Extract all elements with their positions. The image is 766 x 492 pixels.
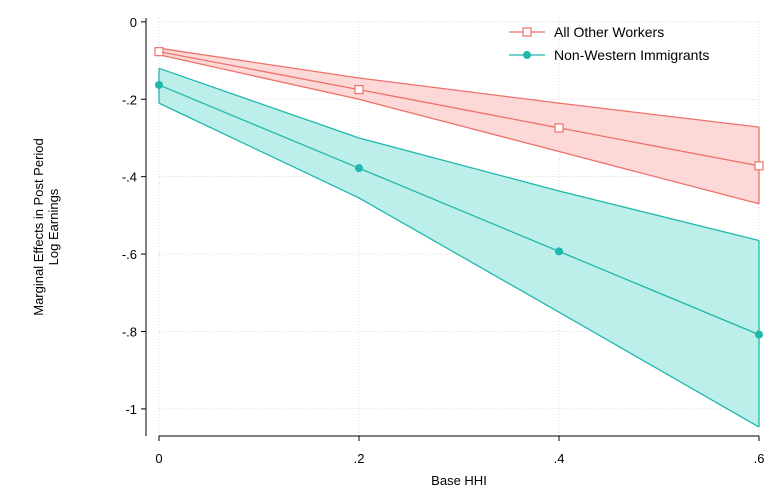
legend-label-non-western-immigrants: Non-Western Immigrants	[554, 47, 709, 63]
legend-marker-all-other-workers	[522, 27, 532, 37]
series-markers	[154, 47, 764, 339]
x-tick-label: .2	[354, 451, 365, 466]
ci-lower-line-non-western-immigrants	[158, 102, 760, 428]
y-tick-label: -.6	[122, 247, 137, 262]
y-axis-title-line-1: Marginal Effects in Post Period	[31, 138, 46, 316]
ci-band-non-western-immigrants	[159, 68, 759, 428]
x-tick-label: .4	[554, 451, 565, 466]
series-line-non-western-immigrants	[158, 84, 760, 336]
y-tick-label: -.2	[122, 92, 137, 107]
point-all-other-workers	[754, 161, 764, 171]
legend: All Other Workers Non-Western Immigrants	[509, 24, 709, 63]
y-axis-title-line-2: Log Earnings	[46, 188, 61, 265]
x-axis-title: Base HHI	[431, 473, 487, 488]
ci-upper-line-all-other-workers	[158, 47, 760, 128]
x-ticks: 0 .2 .4 .6	[155, 436, 764, 466]
y-tick-label: -.4	[122, 170, 137, 185]
y-ticks: 0 -.2 -.4 -.6 -.8 -1	[122, 15, 146, 417]
y-axis-title: Marginal Effects in Post Period Log Earn…	[31, 138, 61, 316]
series-lines	[158, 51, 760, 336]
legend-label-all-other-workers: All Other Workers	[554, 24, 664, 40]
point-all-other-workers	[554, 123, 564, 133]
y-tick-label: 0	[130, 15, 137, 30]
ci-band-all-other-workers	[159, 48, 759, 204]
y-tick-label: -.8	[122, 325, 137, 340]
legend-item-non-western-immigrants: Non-Western Immigrants	[509, 47, 709, 63]
x-tick-label: .6	[754, 451, 765, 466]
legend-marker-non-western-immigrants	[523, 51, 531, 59]
y-tick-label: -1	[125, 402, 137, 417]
ci-upper-line-non-western-immigrants	[158, 67, 760, 242]
point-non-western-immigrants	[355, 164, 363, 173]
series-line-all-other-workers	[158, 51, 760, 167]
point-all-other-workers	[154, 47, 164, 57]
legend-item-all-other-workers: All Other Workers	[509, 24, 664, 40]
point-non-western-immigrants	[555, 247, 563, 256]
point-non-western-immigrants	[755, 330, 763, 339]
axes	[145, 18, 759, 437]
point-non-western-immigrants	[155, 80, 163, 89]
ci-lower-line-all-other-workers	[158, 54, 760, 205]
confidence-bands	[158, 47, 760, 428]
x-tick-label: 0	[155, 451, 162, 466]
point-all-other-workers	[354, 85, 364, 95]
